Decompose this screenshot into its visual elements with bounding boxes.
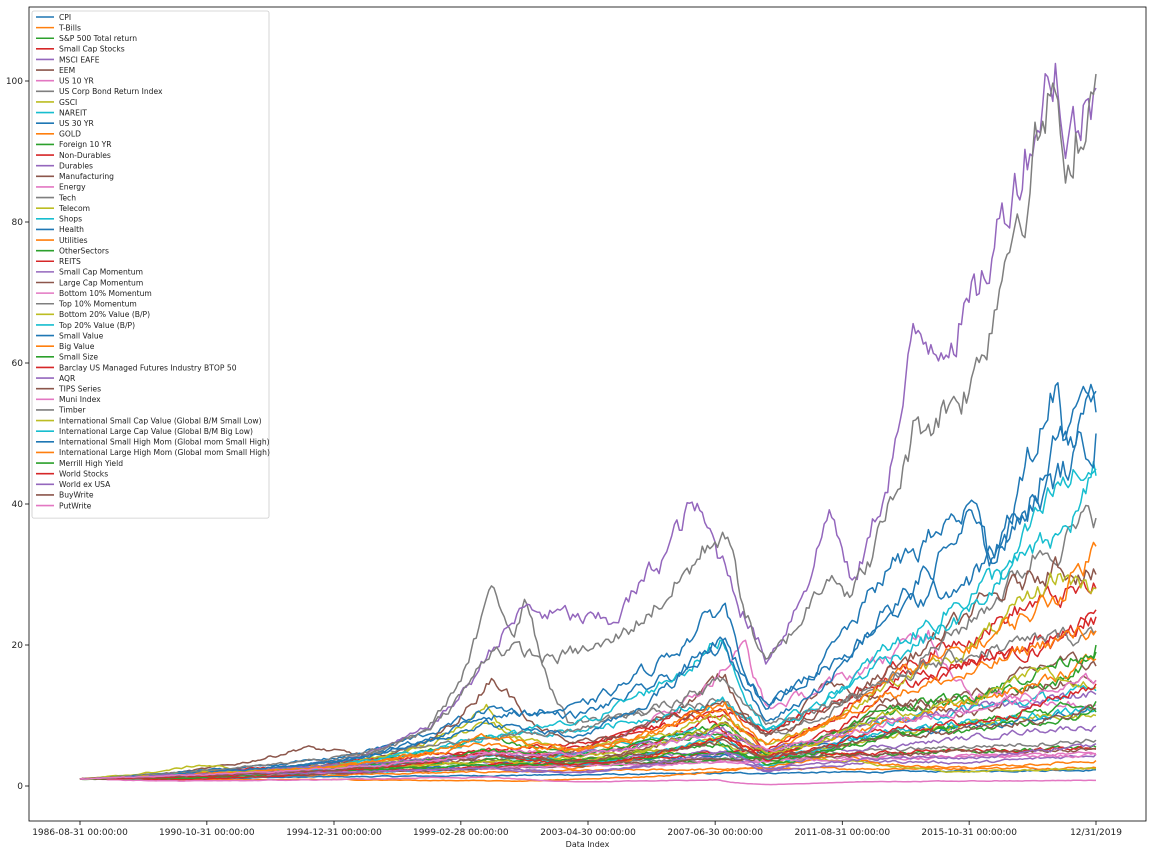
legend-entry-17: Tech	[58, 193, 76, 202]
y-tick-label-2: 40	[12, 500, 24, 510]
x-tick-label-1: 1990-10-31 00:00:00	[159, 828, 255, 838]
legend-entry-2: S&P 500 Total return	[59, 34, 137, 43]
y-axis: 0 20 40 60 80 100	[6, 77, 29, 792]
plot-frame	[28, 6, 1147, 822]
x-tick-label-0: 1986-08-31 00:00:00	[32, 828, 128, 838]
series-line-13	[79, 579, 1097, 780]
legend-entry-31: Big Value	[59, 342, 95, 351]
legend-entry-28: Bottom 20% Value (B/P)	[59, 310, 150, 319]
legend-entry-39: International Large Cap Value (Global B/…	[59, 427, 253, 436]
y-tick-label-0: 0	[17, 782, 23, 792]
y-tick-label-4: 80	[12, 218, 24, 228]
legend-entry-16: Energy	[59, 183, 86, 192]
legend-entry-41: International Large High Mom (Global mom…	[59, 448, 270, 457]
x-tick-label-2: 1994-12-31 00:00:00	[286, 828, 382, 838]
legend-entry-40: International Small High Mom (Global mom…	[59, 438, 270, 447]
legend-entry-21: Utilities	[59, 236, 88, 245]
legend-entry-36: Muni Index	[59, 395, 101, 404]
x-tick-label-3: 1999-02-28 00:00:00	[413, 828, 509, 838]
legend-entry-11: GOLD	[59, 130, 81, 139]
legend-entry-13: Non-Durables	[59, 151, 111, 160]
legend-entry-30: Small Value	[59, 331, 104, 340]
series-line-26	[79, 776, 1096, 786]
y-tick-label-1: 20	[12, 641, 24, 651]
x-axis-label: Data Index	[566, 840, 610, 849]
legend-entry-24: Small Cap Momentum	[59, 268, 143, 277]
legend-entry-19: Shops	[59, 215, 82, 224]
x-tick-label-5: 2007-06-30 00:00:00	[667, 828, 763, 838]
legend-entry-22: OtherSectors	[59, 246, 109, 255]
y-tick-label-3: 60	[12, 359, 24, 369]
x-tick-label-8: 12/31/2019	[1070, 828, 1122, 838]
legend-entry-18: Telecom	[58, 204, 90, 213]
series-line-45	[79, 704, 1097, 780]
series-line-40	[79, 430, 1097, 780]
legend-entry-4: MSCI EAFE	[59, 55, 100, 64]
legend-entry-27: Top 10% Momentum	[58, 300, 137, 309]
series-line-23	[79, 616, 1097, 781]
legend-entry-42: Merrill High Yield	[59, 459, 123, 468]
legend-entry-35: TIPS Series	[58, 385, 101, 394]
legend-entry-3: Small Cap Stocks	[59, 45, 125, 54]
legend-entry-12: Foreign 10 YR	[59, 140, 112, 149]
series-line-5	[79, 673, 1097, 780]
series-line-46	[79, 672, 1097, 780]
y-tick-label-5: 100	[6, 77, 23, 87]
series-line-44	[80, 743, 1097, 780]
legend-entry-0: CPI	[59, 13, 71, 22]
legend-entry-38: International Small Cap Value (Global B/…	[59, 416, 262, 425]
legend-box	[31, 10, 270, 519]
series-lines	[79, 62, 1097, 786]
legend-entry-7: US Corp Bond Return Index	[59, 87, 163, 96]
series-line-27	[79, 73, 1097, 780]
legend-entry-43: World Stocks	[59, 469, 108, 478]
legend-entry-34: AQR	[59, 374, 76, 383]
legend-entry-32: Small Size	[59, 353, 98, 362]
legend-entry-37: Timber	[58, 406, 86, 415]
legend-entry-46: PutWrite	[59, 501, 92, 510]
legend-entry-23: REITS	[59, 257, 81, 266]
legend-entry-20: Health	[59, 225, 84, 234]
legend-entry-9: NAREIT	[59, 108, 87, 117]
legend-entry-1: T-Bills	[58, 23, 81, 32]
legend-entry-26: Bottom 10% Momentum	[59, 289, 152, 298]
legend-entry-44: World ex USA	[59, 480, 111, 489]
series-line-11	[80, 752, 1097, 783]
legend-entry-45: BuyWrite	[59, 491, 94, 500]
x-tick-label-4: 2003-04-30 00:00:00	[540, 828, 636, 838]
x-axis: 1986-08-31 00:00:00 1990-10-31 00:00:00 19…	[32, 821, 1122, 838]
series-line-37	[80, 626, 1097, 780]
legend-entry-5: EEM	[59, 66, 75, 75]
legend-entry-6: US 10 YR	[59, 77, 95, 86]
legend-entry-33: Barclay US Managed Futures Industry BTOP…	[59, 363, 237, 372]
x-tick-label-7: 2015-10-31 00:00:00	[921, 828, 1017, 838]
legend-entry-10: US 30 YR	[59, 119, 95, 128]
legend-entry-15: Manufacturing	[59, 172, 114, 181]
legend-entry-25: Large Cap Momentum	[59, 278, 143, 287]
legend-entry-29: Top 20% Value (B/P)	[58, 321, 135, 330]
legend-entry-14: Durables	[59, 161, 93, 170]
series-line-0	[80, 768, 1097, 780]
x-tick-label-6: 2011-08-31 00:00:00	[795, 828, 891, 838]
legend-entry-8: GSCI	[59, 98, 77, 107]
